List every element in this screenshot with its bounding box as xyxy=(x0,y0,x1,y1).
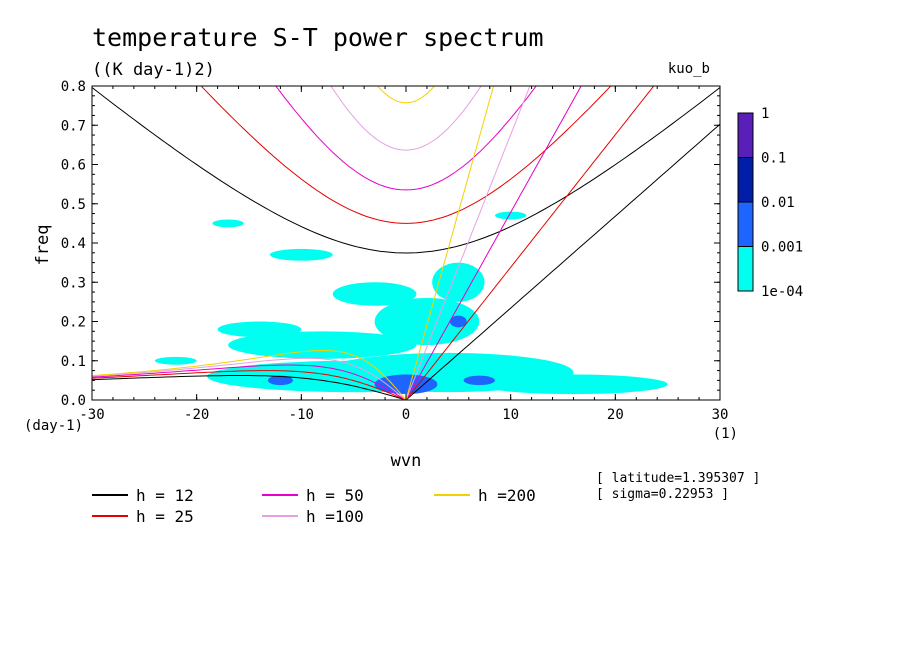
rossby-wave-100 xyxy=(92,357,407,400)
y-tick-label-2: 0.2 xyxy=(61,315,86,331)
plot-area xyxy=(92,86,720,400)
run-label: kuo_b xyxy=(668,61,710,77)
legend: h = 12 h = 25 h = 50 h =100 h =200 xyxy=(92,486,536,526)
x-tick-label-6: 30 xyxy=(712,407,729,423)
colorbar-label-3: 0.001 xyxy=(761,240,803,256)
x-tick-label-2: -10 xyxy=(289,407,314,423)
legend-label-1: h = 25 xyxy=(136,507,194,526)
x-tick-label-1: -20 xyxy=(184,407,209,423)
contour-blob-9 xyxy=(154,356,197,365)
legend-label-2: h = 50 xyxy=(306,486,364,505)
colorbar-swatch-1 xyxy=(737,157,754,203)
power-spectrum-contours xyxy=(154,211,668,395)
contour-blob-8 xyxy=(479,374,668,395)
contour-blob-15 xyxy=(449,315,467,328)
y-tick-label-8: 0.8 xyxy=(61,79,86,95)
kelvin-wave-200 xyxy=(405,86,495,400)
colorbar-swatch-0 xyxy=(737,112,754,158)
x-tick-label-0: -30 xyxy=(79,407,104,423)
contour-blob-11 xyxy=(494,211,527,220)
chart-units: ((K day-1)2) xyxy=(92,60,215,80)
contour-blob-10 xyxy=(212,219,244,228)
gravity-wave-100 xyxy=(330,86,482,151)
colorbar-swatch-3 xyxy=(737,246,754,292)
dispersion-curves xyxy=(92,86,720,400)
gravity-wave-12 xyxy=(92,87,720,254)
contour-blob-14 xyxy=(267,375,293,386)
chart-title: temperature S-T power spectrum xyxy=(92,23,544,52)
y-tick-label-3: 0.3 xyxy=(61,275,86,291)
rossby-wave-200 xyxy=(92,349,407,400)
contour-blob-5 xyxy=(217,321,302,338)
contour-blob-6 xyxy=(332,282,417,306)
kelvin-wave-50 xyxy=(405,86,582,400)
gravity-wave-50 xyxy=(275,86,537,191)
colorbar-label-4: 1e-04 xyxy=(761,284,803,300)
y-tick-label-7: 0.7 xyxy=(61,118,86,134)
contour-blob-2 xyxy=(228,331,417,359)
colorbar-label-1: 0.1 xyxy=(761,151,786,167)
rossby-wave-50 xyxy=(92,364,407,400)
x-tick-label-3: 0 xyxy=(402,407,410,423)
axes: -30 -20 -10 0 10 20 30 0.0 0.1 0.2 0.3 0.4 0.5 0.6 0.7… xyxy=(61,79,729,423)
colorbar: 1 0.1 0.01 0.001 1e-04 xyxy=(737,106,803,300)
y-tick-label-4: 0.4 xyxy=(61,236,86,252)
sigma-annotation: [ sigma=0.22953 ] xyxy=(596,487,729,502)
rossby-wave-25 xyxy=(92,370,407,400)
x-tick-label-5: 20 xyxy=(607,407,624,423)
plot-frame xyxy=(91,85,721,401)
y-unit-label: (day-1) xyxy=(24,418,83,434)
contour-blob-3 xyxy=(374,297,480,346)
contour-blob-13 xyxy=(463,375,495,386)
legend-label-0: h = 12 xyxy=(136,486,194,505)
legend-label-4: h =200 xyxy=(478,486,536,505)
x-unit-label: (1) xyxy=(713,426,738,442)
legend-label-3: h =100 xyxy=(306,507,364,526)
y-tick-label-1: 0.1 xyxy=(61,354,86,370)
latitude-annotation: [ latitude=1.395307 ] xyxy=(596,471,760,486)
kelvin-wave-25 xyxy=(405,86,655,400)
y-tick-label-0: 0.0 xyxy=(61,393,86,409)
kelvin-wave-12 xyxy=(405,123,720,400)
x-axis-label: wvn xyxy=(391,451,422,471)
colorbar-label-2: 0.01 xyxy=(761,195,795,211)
colorbar-swatch-2 xyxy=(737,201,754,247)
contour-blob-7 xyxy=(269,248,333,261)
contour-blob-4 xyxy=(432,262,485,302)
rossby-wave-12 xyxy=(92,375,407,400)
y-tick-label-6: 0.6 xyxy=(61,158,86,174)
kelvin-wave-100 xyxy=(405,86,531,400)
y-tick-label-5: 0.5 xyxy=(61,197,86,213)
y-axis-label: freq xyxy=(33,225,53,266)
gravity-wave-200 xyxy=(377,86,435,104)
gravity-wave-25 xyxy=(200,86,612,224)
colorbar-label-0: 1 xyxy=(761,106,769,122)
x-tick-label-4: 10 xyxy=(502,407,519,423)
